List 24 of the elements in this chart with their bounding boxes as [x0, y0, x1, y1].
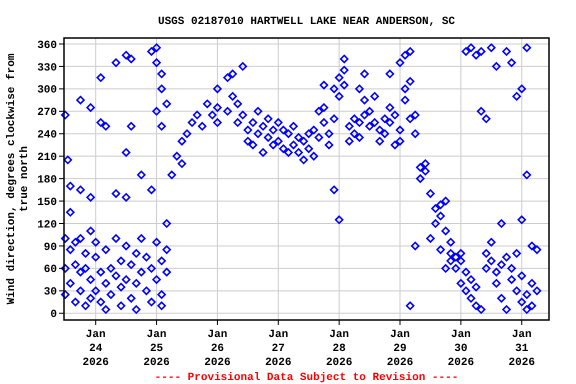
x-tick-label: Jan 29 2026	[386, 329, 414, 369]
x-tick-label: Jan 26 2026	[204, 329, 231, 369]
y-tick-label: 30	[44, 286, 57, 299]
y-tick-label: 90	[44, 242, 57, 254]
x-tick-label: Jan 31 2026	[508, 329, 535, 369]
y-tick-label: 240	[37, 130, 57, 142]
y-tick-label: 360	[37, 40, 57, 52]
y-tick-label: 270	[37, 107, 57, 120]
y-tick-label: 0	[50, 309, 57, 322]
y-tick-label: 120	[37, 219, 57, 232]
y-tick-label: 180	[37, 174, 57, 186]
y-tick-label: 150	[37, 196, 57, 209]
text: ---- Provisional Data Subject to Revision ----	[154, 372, 458, 384]
y-tick-label: 210	[37, 152, 57, 164]
y-tick-label: 300	[37, 84, 57, 97]
x-tick-label: Jan 27 2026	[265, 329, 292, 369]
x-tick-label: Jan 28 2026	[326, 329, 352, 369]
x-tick-label: Jan 25 2026	[143, 329, 170, 369]
x-tick-label: Jan 24 2026	[82, 329, 109, 369]
y-tick-label: 60	[44, 264, 57, 276]
chart-title: USGS 02187010 HARTWELL LAKE NEAR ANDERSON, SC	[158, 16, 456, 28]
x-tick-label: Jan 30 2026	[448, 329, 474, 369]
y-tick-label: 330	[37, 62, 57, 74]
y-axis-title: Wind direction, degrees clockwise from true north	[5, 53, 31, 304]
